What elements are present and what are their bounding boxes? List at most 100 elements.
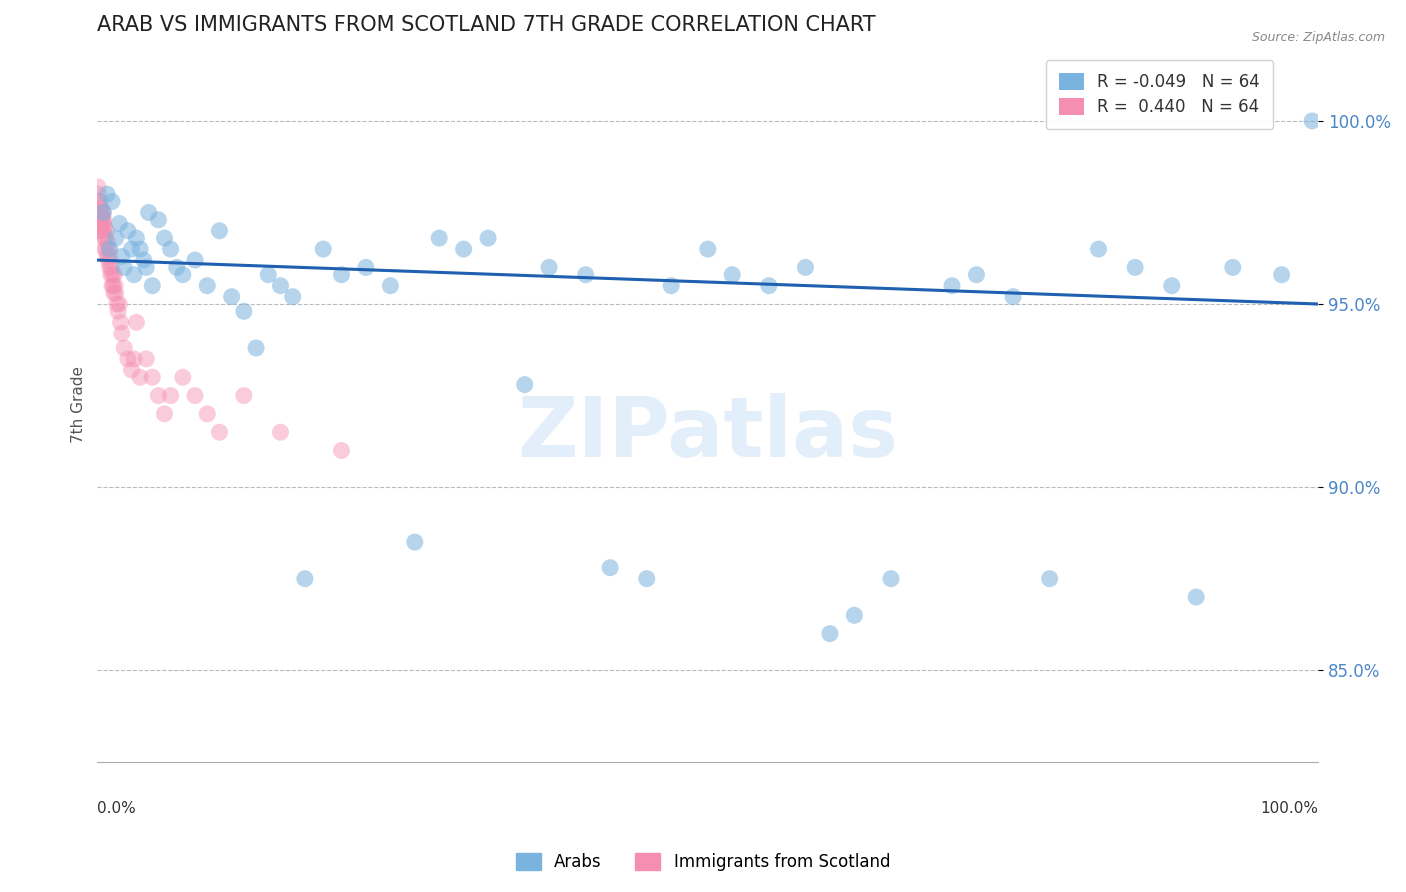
Point	[184, 253, 207, 268]
Point	[91, 224, 114, 238]
Point	[104, 278, 127, 293]
Point	[208, 224, 231, 238]
Point	[91, 217, 114, 231]
Point	[135, 260, 157, 275]
Y-axis label: 7th Grade: 7th Grade	[72, 367, 86, 443]
Point	[112, 341, 135, 355]
Point	[110, 315, 132, 329]
Point	[93, 220, 115, 235]
Point	[125, 231, 148, 245]
Point	[122, 268, 145, 282]
Point	[312, 242, 335, 256]
Text: ARAB VS IMMIGRANTS FROM SCOTLAND 7TH GRADE CORRELATION CHART: ARAB VS IMMIGRANTS FROM SCOTLAND 7TH GRA…	[97, 15, 876, 35]
Point	[108, 297, 131, 311]
Point	[232, 388, 254, 402]
Point	[90, 217, 112, 231]
Point	[844, 608, 866, 623]
Point	[159, 388, 181, 402]
Point	[453, 242, 475, 256]
Point	[1222, 260, 1244, 275]
Point	[153, 407, 176, 421]
Point	[91, 205, 114, 219]
Point	[100, 260, 122, 275]
Legend: Arabs, Immigrants from Scotland: Arabs, Immigrants from Scotland	[508, 845, 898, 880]
Point	[90, 205, 112, 219]
Point	[97, 235, 120, 249]
Point	[172, 268, 194, 282]
Point	[636, 572, 658, 586]
Point	[101, 268, 124, 282]
Point	[148, 212, 170, 227]
Point	[269, 278, 291, 293]
Point	[208, 425, 231, 440]
Point	[93, 242, 115, 256]
Point	[94, 231, 117, 245]
Point	[103, 278, 125, 293]
Point	[105, 297, 128, 311]
Point	[166, 260, 188, 275]
Point	[96, 249, 118, 263]
Point	[96, 224, 118, 238]
Point	[121, 242, 143, 256]
Point	[281, 290, 304, 304]
Point	[117, 224, 139, 238]
Point	[294, 572, 316, 586]
Point	[132, 253, 155, 268]
Point	[103, 286, 125, 301]
Point	[1185, 590, 1208, 604]
Point	[941, 278, 963, 293]
Point	[427, 231, 450, 245]
Point	[477, 231, 499, 245]
Point	[129, 242, 152, 256]
Point	[659, 278, 682, 293]
Point	[575, 268, 598, 282]
Point	[1039, 572, 1062, 586]
Point	[97, 242, 120, 256]
Point	[758, 278, 780, 293]
Point	[141, 370, 163, 384]
Point	[1160, 278, 1182, 293]
Point	[87, 205, 110, 219]
Point	[257, 268, 280, 282]
Point	[96, 187, 118, 202]
Point	[195, 278, 218, 293]
Text: 0.0%: 0.0%	[97, 801, 136, 816]
Point	[172, 370, 194, 384]
Point	[98, 249, 121, 263]
Point	[100, 268, 122, 282]
Point	[696, 242, 718, 256]
Point	[404, 535, 426, 549]
Point	[129, 370, 152, 384]
Point	[89, 209, 111, 223]
Point	[91, 217, 114, 231]
Point	[138, 205, 160, 219]
Point	[221, 290, 243, 304]
Point	[104, 286, 127, 301]
Point	[599, 560, 621, 574]
Text: Source: ZipAtlas.com: Source: ZipAtlas.com	[1251, 31, 1385, 45]
Point	[232, 304, 254, 318]
Point	[89, 212, 111, 227]
Point	[721, 268, 744, 282]
Point	[89, 194, 111, 209]
Point	[89, 224, 111, 238]
Point	[1002, 290, 1025, 304]
Point	[1087, 242, 1109, 256]
Point	[269, 425, 291, 440]
Point	[1123, 260, 1146, 275]
Point	[91, 209, 114, 223]
Point	[1271, 268, 1294, 282]
Point	[380, 278, 402, 293]
Point	[117, 351, 139, 366]
Point	[98, 242, 121, 256]
Point	[159, 242, 181, 256]
Point	[107, 304, 129, 318]
Point	[104, 231, 127, 245]
Point	[101, 278, 124, 293]
Point	[141, 278, 163, 293]
Point	[103, 268, 125, 282]
Point	[101, 194, 124, 209]
Point	[184, 388, 207, 402]
Point	[108, 217, 131, 231]
Point	[112, 260, 135, 275]
